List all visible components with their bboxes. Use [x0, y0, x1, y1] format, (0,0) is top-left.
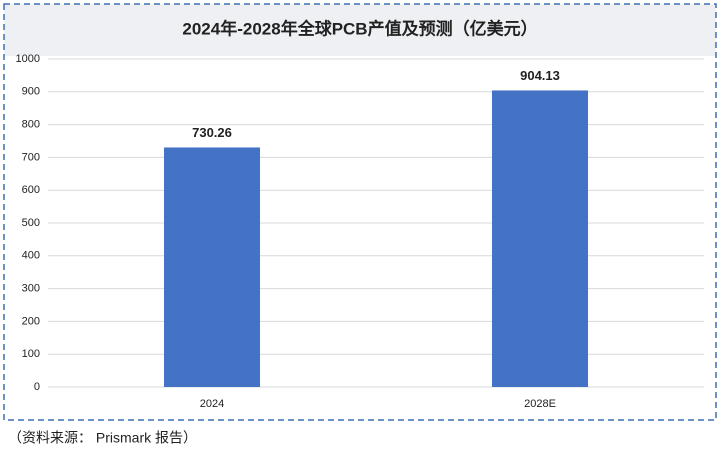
x-tick-label: 2028E: [524, 398, 556, 410]
data-label: 904.13: [520, 68, 560, 83]
bar: [164, 147, 260, 387]
y-tick-label: 200: [22, 315, 40, 327]
y-tick-label: 400: [22, 250, 40, 262]
source-note: （资料来源： Prismark 报告）: [8, 430, 197, 446]
x-tick-label: 2024: [200, 398, 224, 410]
bar: [492, 90, 588, 387]
y-tick-label: 300: [22, 283, 40, 295]
y-tick-label: 0: [34, 381, 40, 393]
frame: [3, 3, 717, 421]
y-tick-label: 100: [22, 348, 40, 360]
chart-title: 2024年-2028年全球PCB产值及预测（亿美元）: [182, 18, 537, 38]
y-tick-label: 800: [22, 119, 40, 131]
title-band: [4, 4, 716, 56]
y-tick-label: 900: [22, 86, 40, 98]
y-tick-label: 500: [22, 217, 40, 229]
y-tick-label: 700: [22, 151, 40, 163]
y-tick-label: 600: [22, 184, 40, 196]
data-label: 730.26: [192, 125, 232, 140]
y-tick-label: 1000: [16, 53, 40, 65]
